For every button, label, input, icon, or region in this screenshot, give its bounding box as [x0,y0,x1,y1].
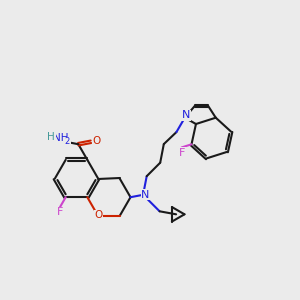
Text: O: O [94,210,103,220]
Text: 2: 2 [65,137,70,146]
Text: N: N [141,190,150,200]
Text: N: N [182,110,190,120]
Text: H: H [47,132,55,142]
Text: F: F [57,208,63,218]
Text: F: F [179,148,185,158]
Text: O: O [92,136,100,146]
Text: NH: NH [53,133,69,143]
